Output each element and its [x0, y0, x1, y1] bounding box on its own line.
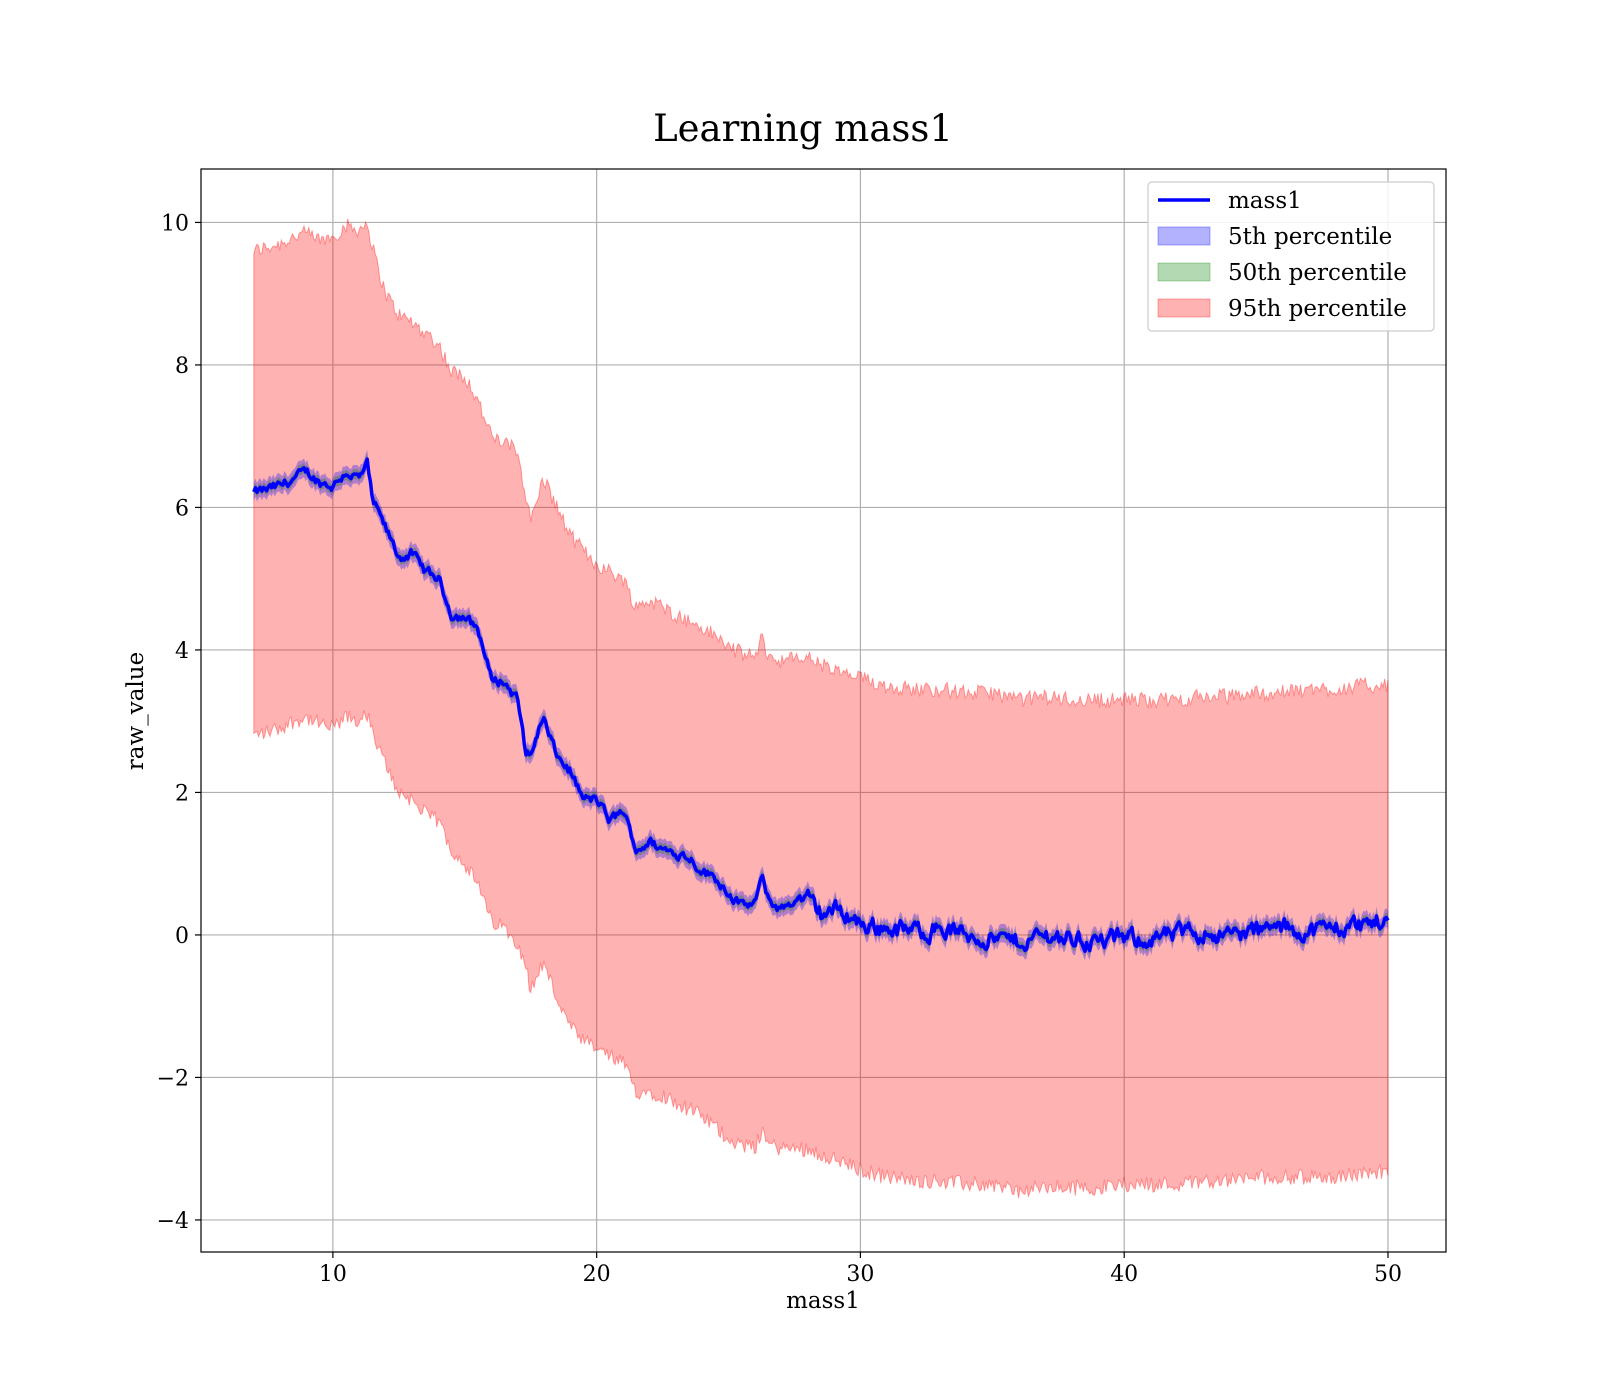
y-tick-label: −4 [157, 1209, 189, 1234]
percentile-bands [253, 218, 1389, 1199]
x-tick-label: 10 [319, 1262, 347, 1287]
band-95th-percentile [253, 218, 1389, 1199]
x-axis-ticks: 10 20 30 40 50 [319, 1252, 1402, 1287]
legend-label-95th-percentile: 95th percentile [1228, 296, 1407, 322]
line-mass1 [252, 457, 1390, 953]
y-tick-label: 4 [175, 639, 189, 664]
x-tick-label: 40 [1110, 1262, 1138, 1287]
legend-swatch-95th-percentile [1157, 298, 1211, 318]
legend-label-5th-percentile: 5th percentile [1228, 224, 1392, 250]
legend-label-50th-percentile: 50th percentile [1228, 260, 1407, 286]
y-tick-label: 8 [175, 354, 189, 379]
legend-label-mass1: mass1 [1228, 188, 1302, 214]
x-axis-label: mass1 [786, 1288, 860, 1314]
legend-swatch-5th-percentile [1157, 226, 1211, 246]
y-tick-label: 6 [175, 496, 189, 521]
legend: mass1 5th percentile 50th percentile 95t… [1147, 181, 1435, 332]
y-axis-ticks: −4 −2 0 2 4 6 8 10 [157, 211, 201, 1234]
x-tick-label: 50 [1374, 1262, 1402, 1287]
y-tick-label: 10 [161, 211, 189, 236]
series-lines [252, 457, 1390, 953]
plot-frame [200, 168, 1447, 1253]
y-tick-label: −2 [157, 1066, 189, 1091]
y-axis-label: raw_value [123, 652, 149, 770]
y-tick-label: 0 [175, 924, 189, 949]
chart-title: Learning mass1 [653, 107, 953, 150]
x-tick-label: 30 [846, 1262, 874, 1287]
legend-swatch-50th-percentile [1157, 262, 1211, 282]
x-tick-label: 20 [583, 1262, 611, 1287]
legend-box [1147, 181, 1435, 332]
y-tick-label: 2 [175, 781, 189, 806]
